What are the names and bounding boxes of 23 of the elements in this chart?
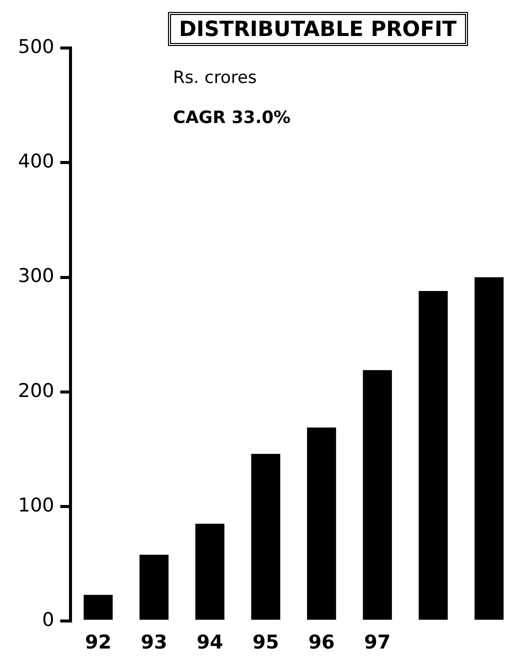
y-tick-label: 100 (18, 494, 54, 516)
y-tick-label: 200 (18, 380, 54, 402)
y-tick-label: 0 (42, 609, 54, 632)
bar (362, 370, 392, 620)
x-tick-label: 93 (140, 632, 168, 654)
x-tick-label: 92 (84, 632, 112, 654)
x-tick-label: 94 (196, 632, 224, 654)
x-tick-label: 96 (308, 632, 335, 654)
bar (84, 594, 113, 620)
bar (140, 554, 169, 620)
y-tick-label: 300 (18, 265, 54, 288)
bar (251, 454, 280, 620)
bar (418, 291, 448, 620)
y-tick-label: 400 (18, 150, 54, 173)
annotation: CAGR 33.0% (173, 108, 291, 128)
x-tick-label: 97 (364, 632, 391, 654)
y-tick-label: 500 (18, 36, 54, 58)
bar (307, 427, 336, 620)
bar (195, 524, 224, 620)
chart-title: DISTRIBUTABLE PROFIT (168, 12, 468, 46)
text: Rs. crores (173, 68, 257, 88)
x-tick-label: 95 (252, 632, 279, 654)
bar (474, 277, 504, 620)
